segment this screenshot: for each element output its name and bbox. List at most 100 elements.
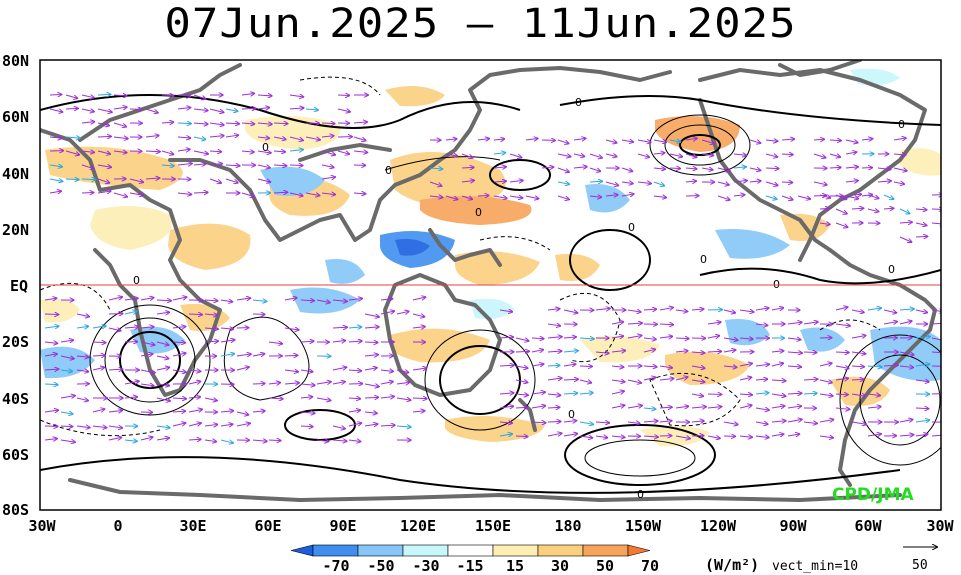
wind-vector xyxy=(445,195,457,199)
wind-vector xyxy=(531,364,543,366)
wind-vector xyxy=(81,122,94,123)
wind-vector xyxy=(124,397,137,398)
wind-vector xyxy=(931,322,941,325)
wind-vector xyxy=(653,181,664,186)
wind-vector xyxy=(65,150,79,155)
wind-vector xyxy=(637,182,651,183)
wind-vector xyxy=(289,95,303,97)
wind-vector xyxy=(209,136,224,137)
wind-vector xyxy=(81,109,94,112)
wind-vector xyxy=(193,192,208,193)
wind-vector xyxy=(573,167,587,168)
wind-vector xyxy=(412,398,427,399)
wind-vector xyxy=(499,337,513,338)
wind-vector xyxy=(140,298,153,300)
x-tick-label: 150W xyxy=(625,517,662,535)
wind-vector xyxy=(220,424,232,426)
wind-vector xyxy=(92,342,106,343)
x-tick-label: 0 xyxy=(113,517,122,535)
y-tick-label: 40N xyxy=(2,165,29,183)
svg-text:0: 0 xyxy=(888,263,895,276)
wind-vector xyxy=(364,412,377,413)
wind-vector xyxy=(691,421,704,422)
wind-vector xyxy=(332,367,346,370)
wind-vector xyxy=(177,108,190,109)
x-tick-label: 90E xyxy=(329,517,356,535)
x-tick-label: 60E xyxy=(254,517,281,535)
wind-vector xyxy=(851,379,863,380)
wind-vector xyxy=(531,406,545,408)
wind-vector xyxy=(563,421,576,422)
x-tick-label: 150E xyxy=(475,517,511,535)
wind-vector xyxy=(787,352,802,353)
wind-vector xyxy=(177,149,190,151)
wind-vector xyxy=(140,384,153,386)
wind-vector xyxy=(236,367,249,371)
wind-vector xyxy=(915,209,926,210)
wind-vector xyxy=(193,109,208,111)
wind-vector xyxy=(493,139,504,140)
wind-vector xyxy=(515,351,529,352)
wind-vector xyxy=(867,209,878,212)
wind-vector xyxy=(300,412,315,413)
colorbar-units: (W/m²) xyxy=(705,556,759,574)
map-layers: 0 0 0 0 0 0 0 0 0 0 0 0 CPD/JMA xyxy=(40,60,941,505)
wind-vector xyxy=(273,165,286,166)
wind-vector xyxy=(97,136,111,137)
wind-vector xyxy=(589,196,601,197)
svg-text:0: 0 xyxy=(262,141,269,154)
wind-vector xyxy=(257,165,270,168)
wind-vector xyxy=(867,407,881,408)
wind-vector xyxy=(739,405,752,408)
colorbar-label: 15 xyxy=(506,557,524,575)
wind-vector xyxy=(659,366,672,368)
wind-vector xyxy=(899,321,912,325)
wind-vector xyxy=(65,94,77,98)
wind-vector xyxy=(188,439,201,440)
wind-vector xyxy=(65,108,78,109)
wind-vector xyxy=(525,138,538,140)
wind-vector xyxy=(707,322,721,324)
wind-vector xyxy=(461,167,474,168)
wind-vector xyxy=(108,437,121,440)
wind-vector xyxy=(76,326,88,328)
wind-vector xyxy=(547,337,562,338)
wind-vector xyxy=(113,95,127,96)
wind-vector xyxy=(257,95,272,96)
wind-vector xyxy=(273,192,287,193)
wind-vector xyxy=(579,338,594,339)
wind-vector xyxy=(733,195,744,196)
wind-vector xyxy=(643,366,656,367)
wind-vector xyxy=(412,314,424,317)
wind-vector xyxy=(289,136,303,140)
wind-vector xyxy=(867,308,881,310)
wind-vector xyxy=(819,208,829,209)
wind-vector xyxy=(931,337,941,341)
wind-vector xyxy=(653,168,665,169)
wind-vector xyxy=(380,396,394,398)
wind-vector xyxy=(659,324,673,325)
wind-vector xyxy=(252,383,265,384)
wind-vector xyxy=(257,123,272,124)
wind-vector xyxy=(707,407,721,408)
map-title: 07Jun.2025 – 11Jun.2025 xyxy=(164,0,797,47)
wind-vector xyxy=(113,151,127,153)
wind-vector xyxy=(605,140,617,143)
x-tick-label: 120W xyxy=(700,517,737,535)
wind-vector xyxy=(915,236,927,237)
wind-vector xyxy=(44,326,59,328)
wind-vector xyxy=(611,436,625,437)
colorbar-right-tip xyxy=(627,544,651,557)
wind-vector xyxy=(76,398,88,401)
wind-vector xyxy=(813,139,824,140)
wind-vector xyxy=(316,382,331,384)
wind-vector xyxy=(541,167,553,168)
wind-vector xyxy=(899,420,912,422)
wind-vector xyxy=(49,94,61,95)
wind-vector xyxy=(300,370,313,372)
y-tick-label: 40S xyxy=(2,390,29,408)
wind-vector xyxy=(691,380,704,382)
wind-vector xyxy=(861,195,872,196)
wind-vector xyxy=(273,151,285,152)
wind-vector xyxy=(899,208,909,213)
